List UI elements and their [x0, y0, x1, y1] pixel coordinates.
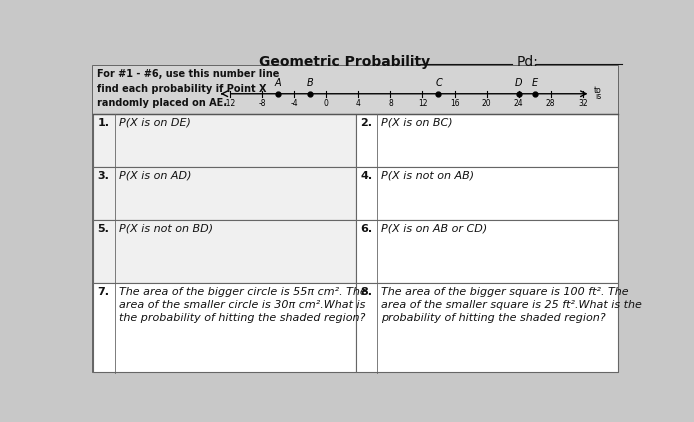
Text: 20: 20	[482, 99, 491, 108]
Text: -8: -8	[258, 99, 266, 108]
Bar	[93, 114, 355, 167]
Text: 3.: 3.	[98, 170, 110, 181]
Text: to: to	[593, 86, 601, 95]
Bar	[93, 167, 355, 220]
Text: 8.: 8.	[360, 287, 372, 297]
Bar	[355, 220, 618, 283]
Text: 28: 28	[546, 99, 555, 108]
Text: P(X is on AB or CD): P(X is on AB or CD)	[381, 224, 487, 234]
Text: D: D	[515, 78, 523, 88]
Text: P(X is not on BD): P(X is not on BD)	[119, 224, 212, 234]
Bar	[93, 220, 355, 283]
Text: P(X is on BC): P(X is on BC)	[381, 118, 453, 127]
Text: B: B	[307, 78, 314, 88]
Bar	[93, 283, 355, 373]
Bar	[355, 114, 618, 167]
Text: -4: -4	[290, 99, 298, 108]
Text: P(X is on AD): P(X is on AD)	[119, 170, 191, 181]
Text: 7.: 7.	[98, 287, 110, 297]
Text: 6.: 6.	[360, 224, 373, 234]
Bar	[355, 283, 618, 373]
Text: P(X is on DE): P(X is on DE)	[119, 118, 190, 127]
Text: 0: 0	[324, 99, 329, 108]
Text: is: is	[595, 92, 602, 101]
Text: 5.: 5.	[98, 224, 110, 234]
Text: 1.: 1.	[98, 118, 110, 127]
Text: For #1 - #6, use this number line
find each probability if Point X
randomly plac: For #1 - #6, use this number line find e…	[97, 69, 279, 108]
Text: Pd:: Pd:	[517, 55, 539, 69]
Text: 12: 12	[418, 99, 428, 108]
Text: P(X is not on AB): P(X is not on AB)	[381, 170, 475, 181]
Text: A: A	[275, 78, 282, 88]
Text: 24: 24	[514, 99, 523, 108]
Bar	[355, 167, 618, 220]
Text: Geometric Probability: Geometric Probability	[260, 55, 430, 69]
Text: 4: 4	[356, 99, 361, 108]
Text: E: E	[532, 78, 538, 88]
Text: The area of the bigger square is 100 ft². The
area of the smaller square is 25 f: The area of the bigger square is 100 ft²…	[381, 287, 642, 324]
Text: 16: 16	[450, 99, 459, 108]
Text: C: C	[435, 78, 442, 88]
Text: 32: 32	[578, 99, 588, 108]
Text: 8: 8	[388, 99, 393, 108]
Text: 4.: 4.	[360, 170, 373, 181]
Text: The area of the bigger circle is 55π cm². The
area of the smaller circle is 30π : The area of the bigger circle is 55π cm²…	[119, 287, 366, 324]
Text: 2.: 2.	[360, 118, 372, 127]
Text: -12: -12	[224, 99, 236, 108]
Bar	[93, 66, 618, 114]
